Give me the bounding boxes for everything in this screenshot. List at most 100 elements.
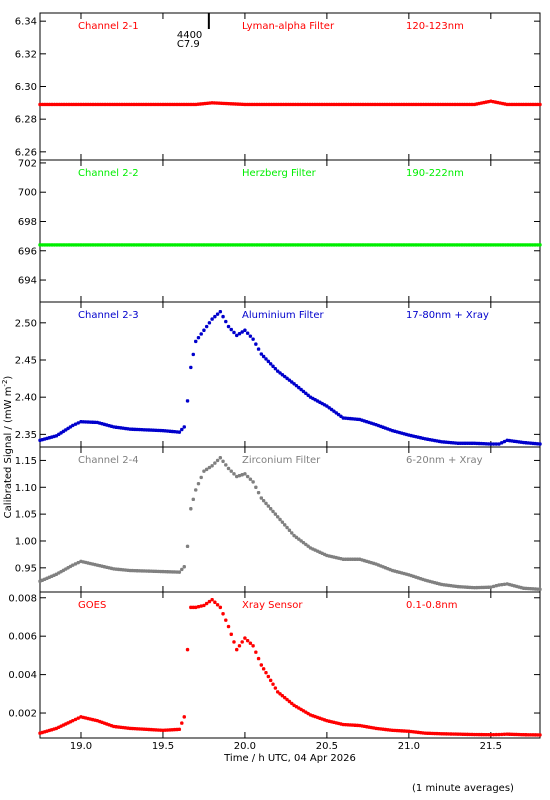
data-point [497,583,501,587]
data-point [456,732,460,736]
data-point [140,727,144,731]
data-point [137,427,142,432]
data-point [285,525,289,530]
data-point [502,582,507,587]
data-point [215,458,220,463]
data-point [327,719,331,723]
data-point [199,332,203,336]
data-point [178,243,182,247]
data-point [341,722,346,727]
data-point [512,102,516,107]
data-point [49,435,54,439]
data-point [257,102,262,107]
data-point [100,102,105,107]
filter-label: Aluminium Filter [242,310,325,321]
data-point [318,550,322,554]
data-point [115,102,119,107]
data-point [306,544,310,548]
data-point [339,102,344,107]
data-point [217,101,221,105]
series-3 [38,309,542,446]
data-point [96,102,100,107]
data-point [279,102,283,107]
data-point [524,102,528,107]
data-point [357,557,362,561]
data-point [486,99,491,104]
y-tick-label: 700 [18,188,37,199]
data-point [204,601,209,606]
data-point [278,371,282,375]
data-point [43,243,47,247]
data-point [287,528,292,532]
data-point [538,243,542,247]
data-point [441,102,445,107]
series-2 [38,243,542,247]
data-point [482,100,486,105]
data-point [55,243,59,247]
y-tick-label: 2.40 [15,393,37,404]
data-point [271,682,275,686]
series-5 [38,597,542,737]
y-tick-label: 698 [18,217,37,228]
data-point [514,584,519,589]
data-point [172,102,177,107]
data-point [320,102,324,107]
data-point [470,585,474,590]
y-tick-label: 6.30 [15,82,37,93]
data-point [318,400,322,405]
data-point [168,728,172,732]
data-point [400,431,404,435]
data-point [482,585,486,590]
panel-3: 2.35 2.40 2.45 2.50 Channel 2-3 Aluminium Fil… [15,301,542,448]
data-point [40,243,45,247]
data-point [76,716,80,720]
data-point [367,725,371,729]
data-point [489,99,493,103]
y-tick-label: 6.32 [15,49,37,60]
data-point [226,624,231,629]
data-point [47,243,52,247]
data-point [79,102,83,107]
data-point [275,690,280,694]
data-point [76,560,80,565]
data-point [103,102,107,107]
data-point [523,243,527,247]
data-point [110,102,115,107]
data-point [141,102,146,107]
data-point [491,442,496,446]
data-point [320,243,324,247]
data-point [336,412,341,417]
data-point [290,380,294,384]
data-point [57,432,61,437]
data-point [168,570,172,574]
data-point [127,243,131,247]
data-point [71,423,75,428]
data-point [170,570,175,574]
data-point [535,587,540,591]
data-point [442,732,446,736]
data-point [528,243,532,247]
data-point [72,243,76,247]
data-point [221,243,225,247]
data-point [362,724,367,729]
data-point [472,441,477,446]
data-point [390,428,395,433]
data-point [496,243,500,247]
y-axis-label: Calibrated Signal / (mW m-2) [1,376,14,519]
data-point [311,547,315,551]
data-point [477,585,481,590]
data-point [218,605,223,610]
data-point [261,667,266,671]
data-point [219,243,223,247]
data-point [351,243,356,247]
data-point [267,243,271,247]
data-point [430,731,434,736]
data-point [436,243,440,247]
data-point [102,422,107,427]
data-point [407,729,411,734]
data-point [93,243,98,247]
data-point [202,328,206,332]
data-point [121,426,125,430]
y-tick-label: 0.95 [15,563,37,574]
filter-label: Herzberg Filter [242,168,317,179]
